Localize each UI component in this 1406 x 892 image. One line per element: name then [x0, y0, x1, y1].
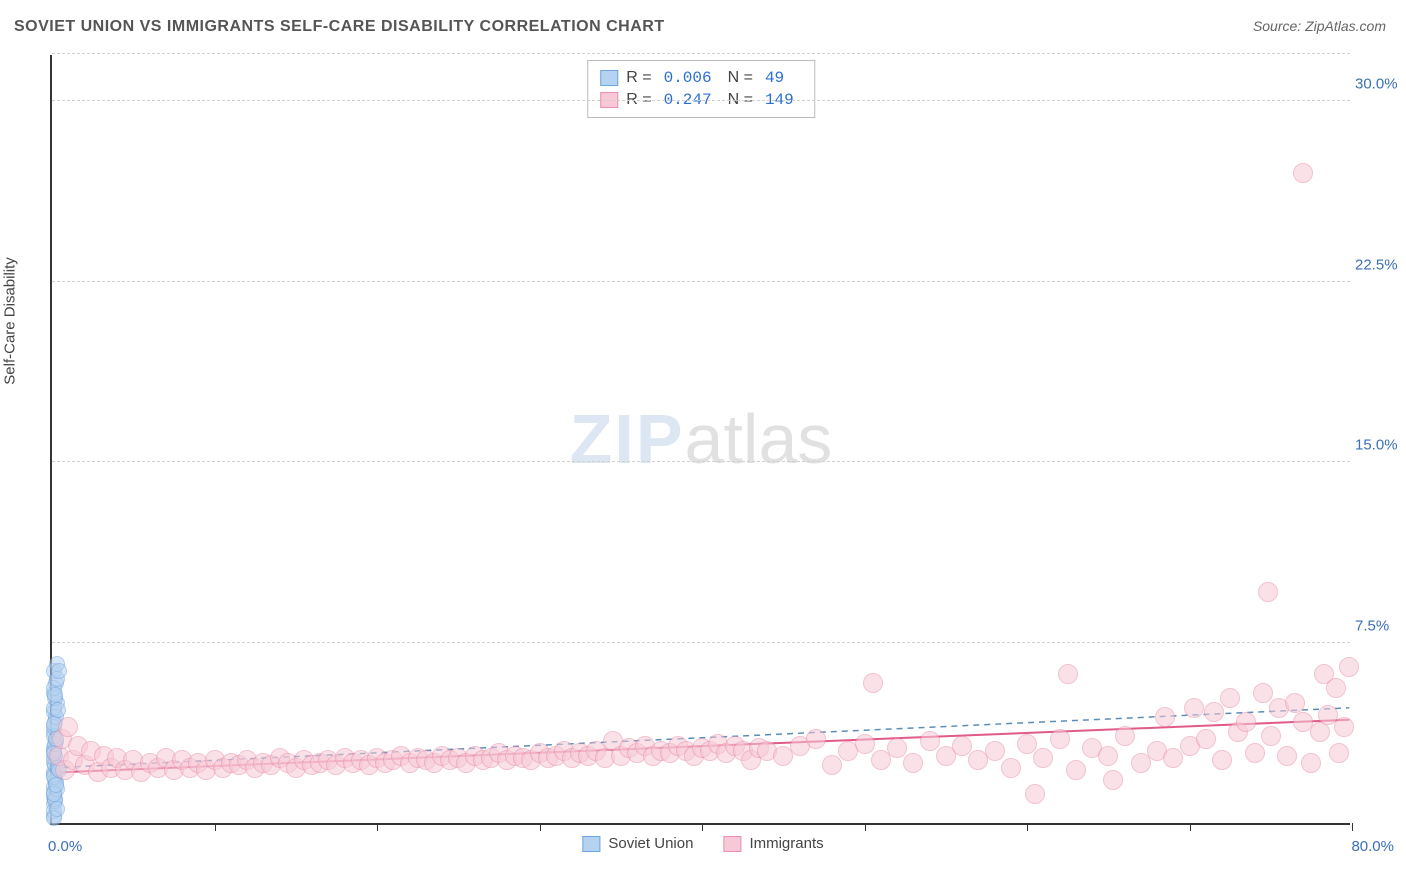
data-point	[806, 729, 826, 749]
data-point	[1196, 729, 1216, 749]
source-attribution: Source: ZipAtlas.com	[1253, 18, 1386, 34]
correlation-legend: R = 0.006 N = 49 R = 0.247 N = 149	[587, 60, 815, 118]
r-value-soviet: 0.006	[664, 69, 712, 87]
data-point	[1301, 753, 1321, 773]
data-point	[1293, 163, 1313, 183]
data-point	[1245, 743, 1265, 763]
chart-title: SOVIET UNION VS IMMIGRANTS SELF-CARE DIS…	[14, 18, 665, 36]
data-point	[1285, 693, 1305, 713]
data-point	[1066, 760, 1086, 780]
grid-line	[52, 53, 1350, 54]
grid-line	[52, 100, 1350, 101]
data-point	[1277, 746, 1297, 766]
data-point	[1334, 717, 1354, 737]
x-origin-label: 0.0%	[48, 838, 82, 855]
data-point	[1236, 712, 1256, 732]
x-tick	[702, 823, 703, 831]
data-point	[1329, 743, 1349, 763]
data-point	[822, 755, 842, 775]
legend-row-soviet: R = 0.006 N = 49	[600, 67, 802, 89]
data-point	[985, 741, 1005, 761]
data-point	[1025, 784, 1045, 804]
data-point	[1220, 688, 1240, 708]
grid-line	[52, 281, 1350, 282]
swatch-soviet	[600, 70, 618, 86]
data-point	[1115, 726, 1135, 746]
legend-item-immigrants: Immigrants	[723, 835, 823, 852]
x-tick	[1352, 823, 1353, 831]
data-point	[903, 753, 923, 773]
y-tick-label: 15.0%	[1355, 437, 1406, 454]
data-point	[1258, 582, 1278, 602]
swatch-immigrants-bottom	[723, 836, 741, 852]
y-tick-label: 30.0%	[1355, 76, 1406, 93]
data-point	[1017, 734, 1037, 754]
data-point	[1326, 678, 1346, 698]
x-tick	[865, 823, 866, 831]
data-point	[1253, 683, 1273, 703]
data-point	[1204, 702, 1224, 722]
legend-label-immigrants: Immigrants	[749, 835, 823, 852]
data-point	[1098, 746, 1118, 766]
data-point	[1212, 750, 1232, 770]
y-tick-label: 7.5%	[1355, 617, 1406, 634]
n-value-soviet: 49	[765, 69, 784, 87]
grid-line	[52, 461, 1350, 462]
data-point	[58, 717, 78, 737]
data-point	[1033, 748, 1053, 768]
y-axis-label: Self-Care Disability	[2, 257, 19, 385]
data-point	[1155, 707, 1175, 727]
data-point	[50, 702, 66, 718]
data-point	[855, 734, 875, 754]
x-tick	[215, 823, 216, 831]
data-point	[1058, 664, 1078, 684]
data-point	[1050, 729, 1070, 749]
data-point	[49, 801, 65, 817]
y-tick-label: 22.5%	[1355, 256, 1406, 273]
data-point	[887, 738, 907, 758]
correlation-chart: SOVIET UNION VS IMMIGRANTS SELF-CARE DIS…	[0, 0, 1406, 892]
x-tick	[540, 823, 541, 831]
data-point	[1261, 726, 1281, 746]
watermark: ZIPatlas	[570, 399, 833, 479]
data-point	[952, 736, 972, 756]
plot-area: ZIPatlas R = 0.006 N = 49 R = 0.247 N = …	[50, 55, 1350, 825]
trend-lines	[52, 55, 1350, 823]
data-point	[920, 731, 940, 751]
data-point	[1339, 657, 1359, 677]
data-point	[1001, 758, 1021, 778]
series-legend: Soviet Union Immigrants	[582, 835, 823, 852]
x-tick	[1027, 823, 1028, 831]
legend-label-soviet: Soviet Union	[608, 835, 693, 852]
swatch-soviet-bottom	[582, 836, 600, 852]
data-point	[1184, 698, 1204, 718]
data-point	[47, 687, 63, 703]
x-tick	[1190, 823, 1191, 831]
grid-line	[52, 642, 1350, 643]
data-point	[51, 663, 67, 679]
x-max-label: 80.0%	[1351, 838, 1394, 855]
legend-item-soviet: Soviet Union	[582, 835, 693, 852]
data-point	[863, 673, 883, 693]
data-point	[1103, 770, 1123, 790]
x-tick	[377, 823, 378, 831]
